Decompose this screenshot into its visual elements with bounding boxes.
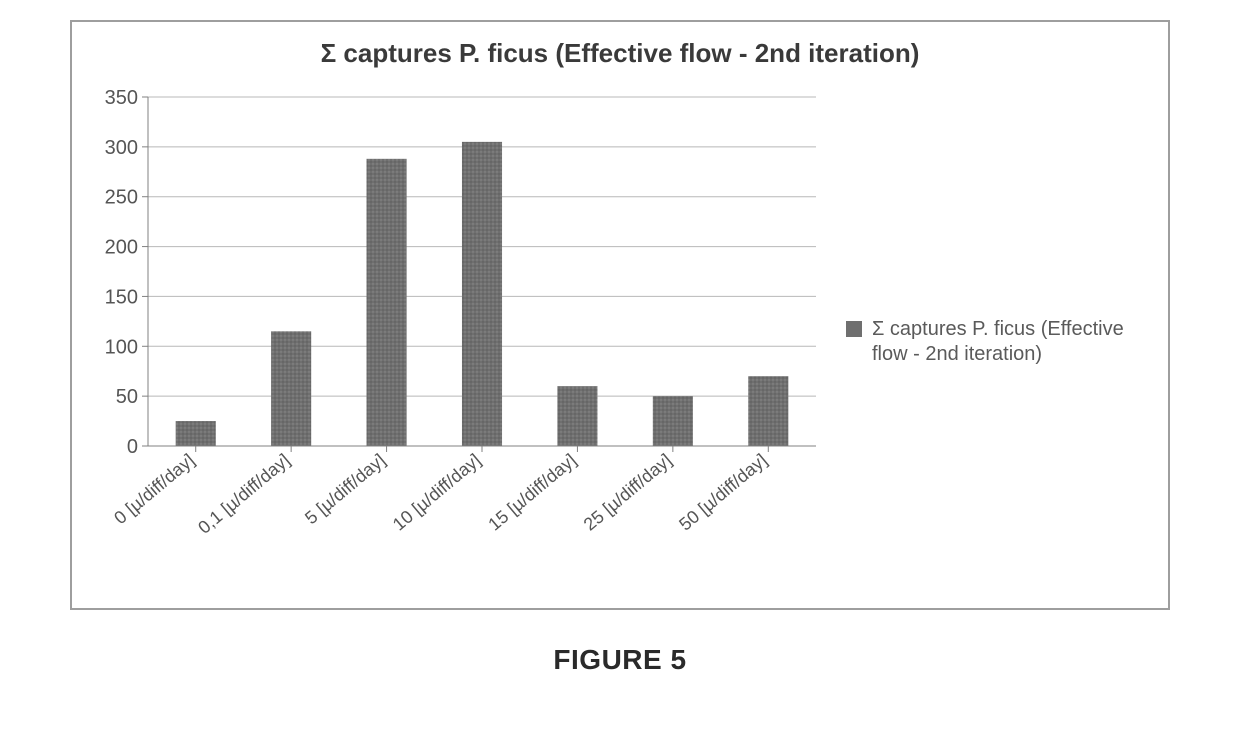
legend: Σ captures P. ficus (Effective flow - 2n… — [826, 87, 1156, 596]
bar — [653, 396, 693, 446]
svg-text:100: 100 — [105, 336, 138, 358]
bar — [748, 376, 788, 446]
legend-swatch-icon — [846, 321, 862, 337]
y-axis: 0 50 100 150 200 250 300 350 — [105, 87, 148, 458]
x-tick-label: 10 [µ/diff/day] — [389, 450, 485, 535]
chart-svg: 0 50 100 150 200 250 300 350 0 [µ/diff/day]0,1 … — [84, 87, 826, 596]
x-tick-label: 0 [µ/diff/day] — [110, 450, 198, 528]
bar — [462, 142, 502, 446]
svg-text:200: 200 — [105, 237, 138, 259]
x-axis: 0 [µ/diff/day]0,1 [µ/diff/day]5 [µ/diff/… — [110, 446, 816, 538]
x-tick-label: 50 [µ/diff/day] — [675, 450, 771, 535]
legend-item: Σ captures P. ficus (Effective flow - 2n… — [846, 317, 1156, 367]
legend-label: Σ captures P. ficus (Effective flow - 2n… — [872, 317, 1156, 367]
bars — [176, 142, 789, 446]
svg-text:300: 300 — [105, 137, 138, 159]
x-tick-label: 25 [µ/diff/day] — [580, 450, 676, 535]
x-tick-label: 5 [µ/diff/day] — [301, 450, 389, 528]
bar — [176, 421, 216, 446]
svg-text:150: 150 — [105, 286, 138, 308]
svg-text:350: 350 — [105, 87, 138, 109]
bar — [271, 331, 311, 446]
bar — [557, 386, 597, 446]
chart-container: Σ captures P. ficus (Effective flow - 2n… — [70, 20, 1170, 610]
chart-title: Σ captures P. ficus (Effective flow - 2n… — [84, 38, 1156, 69]
figure-caption: FIGURE 5 — [40, 644, 1200, 676]
plot-region: 0 50 100 150 200 250 300 350 0 [µ/diff/day]0,1 … — [84, 87, 826, 596]
svg-text:50: 50 — [116, 386, 138, 408]
chart-body: 0 50 100 150 200 250 300 350 0 [µ/diff/day]0,1 … — [84, 87, 1156, 596]
svg-text:0: 0 — [127, 436, 138, 458]
page: Σ captures P. ficus (Effective flow - 2n… — [0, 0, 1240, 733]
bar — [367, 159, 407, 446]
x-tick-label: 0,1 [µ/diff/day] — [194, 450, 294, 538]
x-tick-label: 15 [µ/diff/day] — [484, 450, 580, 535]
svg-text:250: 250 — [105, 187, 138, 209]
